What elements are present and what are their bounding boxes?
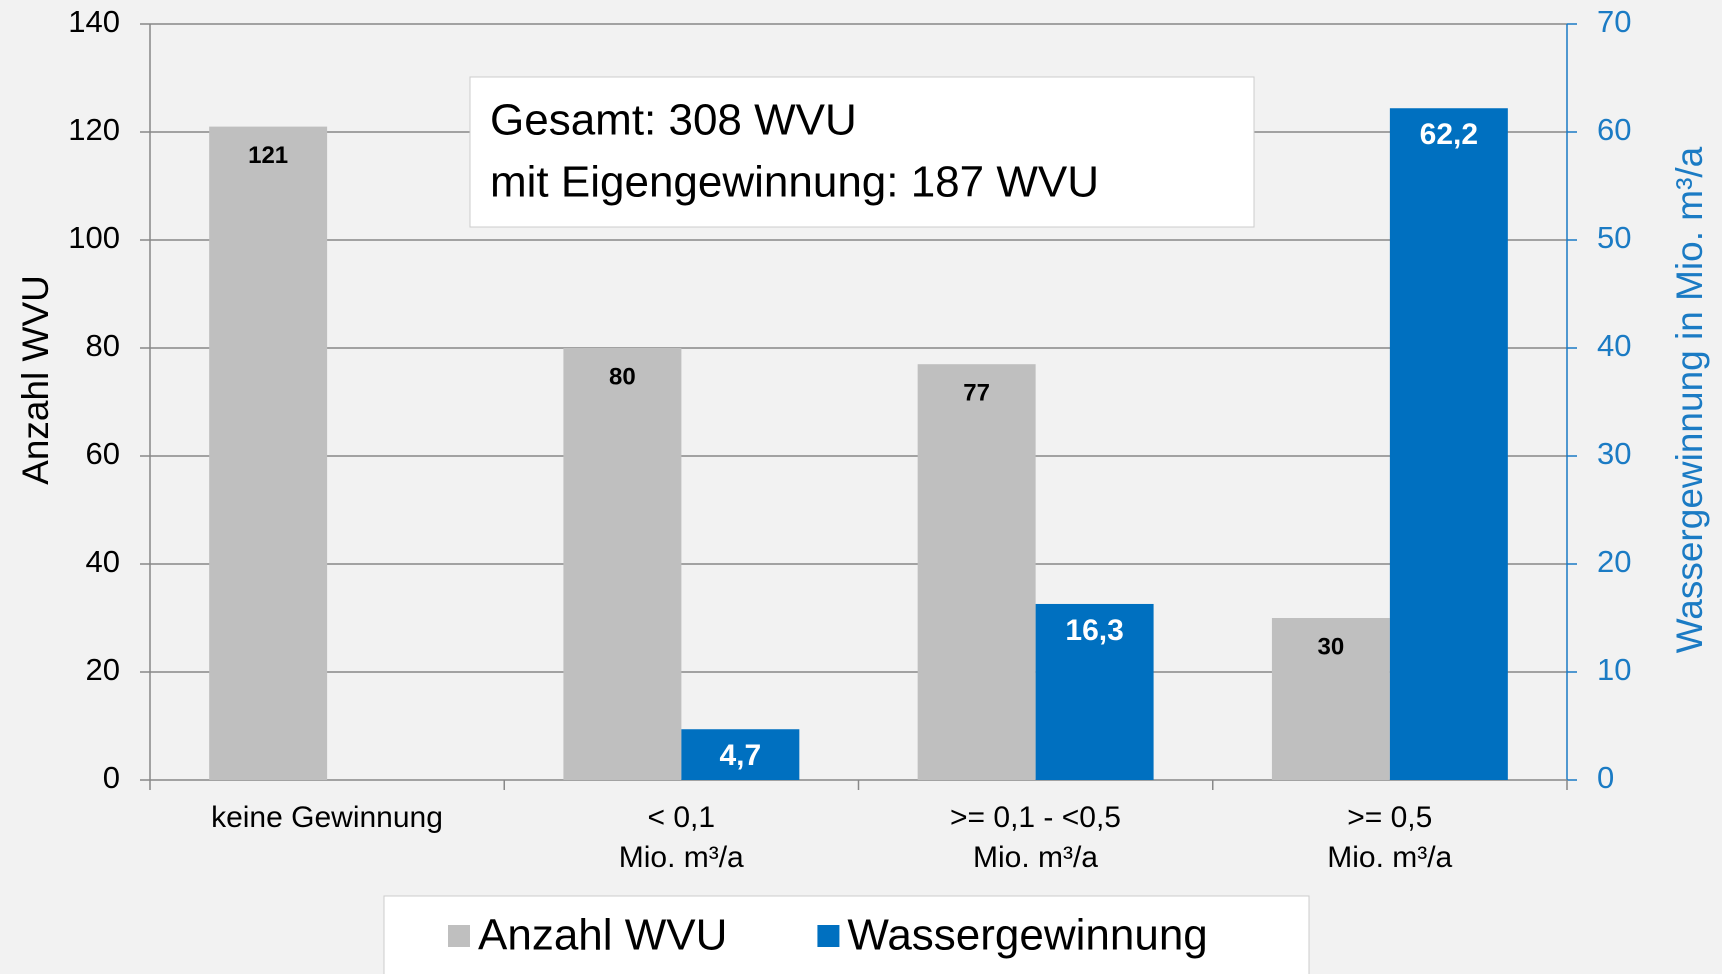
data-label: 62,2	[1420, 118, 1478, 151]
legend-box	[383, 895, 1310, 974]
bar	[563, 348, 682, 780]
bar	[1271, 618, 1390, 780]
legend-swatch	[448, 925, 470, 947]
bar	[917, 364, 1036, 780]
y-tick-label: 40	[86, 544, 120, 579]
y-tick-label: 140	[68, 4, 120, 39]
y2-tick-label: 30	[1597, 436, 1631, 471]
y-tick-label: 100	[68, 220, 120, 255]
x-tick-label: >= 0,5 Mio. m³/a	[1327, 801, 1453, 874]
x-tick-label: >= 0,1 - <0,5 Mio. m³/a	[950, 801, 1121, 874]
annotation-box	[469, 76, 1255, 228]
y2-tick-label: 20	[1597, 544, 1631, 579]
bar	[1389, 108, 1508, 781]
data-label: 77	[963, 380, 990, 407]
y2-tick-label: 40	[1597, 328, 1631, 363]
legend-swatch	[817, 925, 840, 947]
y-tick-label: 60	[86, 436, 120, 471]
y-axis-title: Anzahl WVU	[15, 275, 56, 485]
y-tick-label: 80	[86, 328, 120, 363]
y-tick-label: 20	[86, 652, 120, 687]
y-tick-label: 120	[68, 112, 120, 147]
y-tick-label: 0	[103, 760, 120, 795]
data-label: 4,7	[719, 739, 761, 772]
y2-tick-label: 50	[1597, 220, 1631, 255]
data-label: 30	[1318, 633, 1345, 660]
data-label: 80	[609, 363, 636, 390]
annotation: mit Eigengewinnung: 187 WVU	[490, 158, 1099, 207]
y2-axis-title: Wassergewinnung in Mio. m³/a	[1669, 146, 1710, 653]
bar	[209, 126, 328, 781]
annotation: Gesamt: 308 WVU	[490, 96, 857, 145]
data-label: 121	[248, 142, 288, 169]
x-tick-label: < 0,1 Mio. m³/a	[618, 801, 744, 874]
bar	[1035, 603, 1154, 780]
y2-tick-label: 70	[1597, 4, 1631, 39]
y2-tick-label: 10	[1597, 652, 1631, 687]
y2-tick-label: 0	[1597, 760, 1614, 795]
x-tick-label: keine Gewinnung	[211, 801, 443, 834]
data-label: 16,3	[1065, 614, 1123, 647]
y2-tick-label: 60	[1597, 112, 1631, 147]
bar	[681, 729, 800, 780]
legend-label: Anzahl WVU	[478, 911, 727, 960]
legend-label: Wassergewinnung	[847, 911, 1207, 960]
